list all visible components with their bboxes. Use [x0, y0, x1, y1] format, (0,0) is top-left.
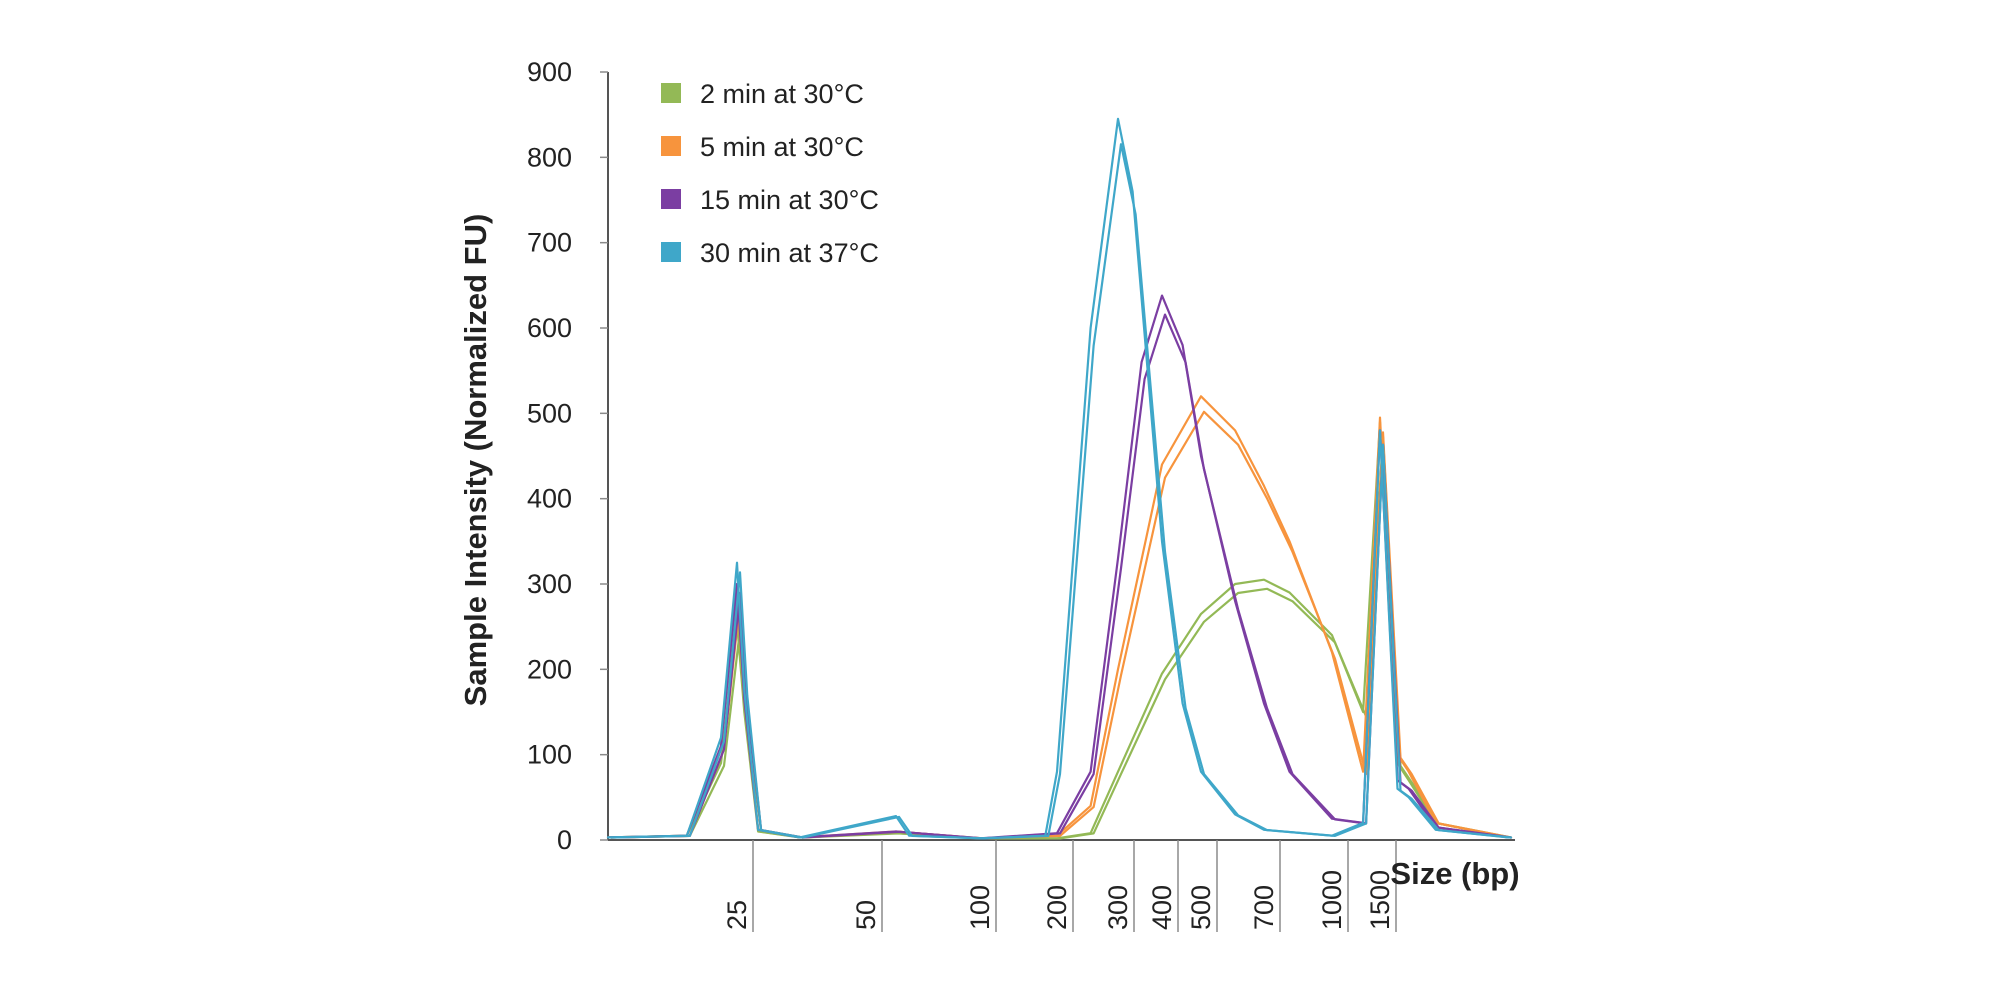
series-line: [606, 117, 1510, 840]
y-tick-label: 200: [527, 654, 572, 684]
y-tick-label: 300: [527, 569, 572, 599]
legend-swatch: [661, 189, 681, 209]
y-tick-label: 400: [527, 484, 572, 514]
legend-swatch: [661, 83, 681, 103]
y-tick-label: 100: [527, 740, 572, 770]
x-tick-label: 25: [722, 900, 752, 930]
x-tick-label: 1000: [1317, 870, 1347, 930]
x-ticks: 25 50 100 200 300 400 500 700 1000 1500: [722, 840, 1397, 932]
y-tick-label: 600: [527, 313, 572, 343]
legend-swatch: [661, 242, 681, 262]
x-tick-label: 1500: [1365, 870, 1395, 930]
x-axis-title: Size (bp): [1390, 856, 1519, 891]
x-tick-label: 200: [1042, 885, 1072, 930]
x-tick-label: 100: [965, 885, 995, 930]
legend-label: 2 min at 30°C: [700, 79, 864, 109]
x-tick-label: 400: [1147, 885, 1177, 930]
legend-swatch: [661, 136, 681, 156]
x-tick-label: 300: [1103, 885, 1133, 930]
y-tick-label: 900: [527, 57, 572, 87]
x-tick-label: 500: [1186, 885, 1216, 930]
y-tick-label: 800: [527, 142, 572, 172]
legend-label: 5 min at 30°C: [700, 132, 864, 162]
legend-label: 30 min at 37°C: [700, 238, 879, 268]
x-tick-label: 50: [851, 900, 881, 930]
legend-label: 15 min at 30°C: [700, 185, 879, 215]
y-axis-title: Sample Intensity (Normalized FU): [458, 214, 493, 707]
y-tick-label: 0: [557, 825, 572, 855]
y-tick-label: 500: [527, 398, 572, 428]
axes: [607, 72, 1515, 841]
legend: 2 min at 30°C 5 min at 30°C 15 min at 30°C…: [661, 79, 879, 268]
series-line: [609, 143, 1513, 840]
series-group: [606, 117, 1513, 840]
y-ticks: 0 100 200 300 400 500 600 700 800 900: [527, 57, 608, 855]
y-tick-label: 700: [527, 228, 572, 258]
x-tick-label: 700: [1249, 885, 1279, 930]
